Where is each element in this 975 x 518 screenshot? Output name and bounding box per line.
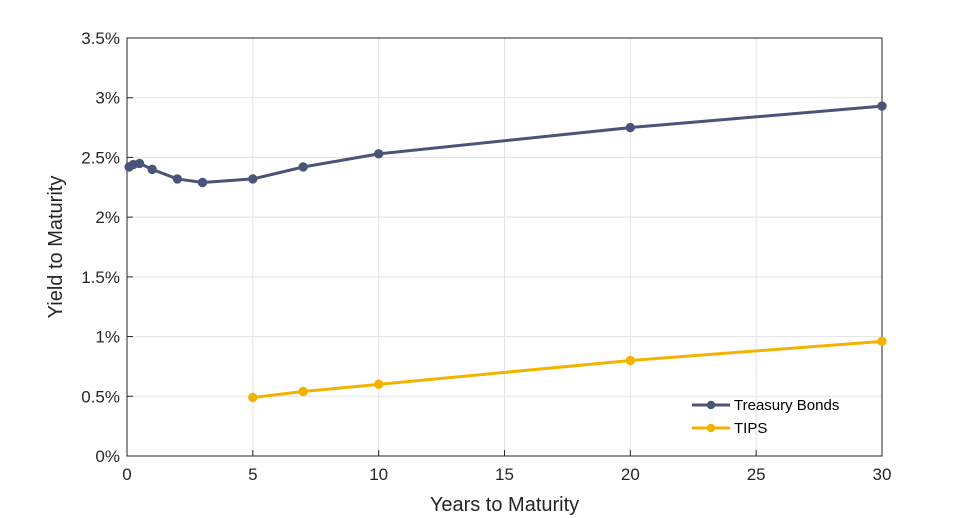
series-line bbox=[128, 104, 883, 185]
y-tick-label: 2.5% bbox=[81, 148, 120, 167]
data-point bbox=[197, 177, 208, 188]
data-point bbox=[172, 174, 183, 184]
data-point bbox=[373, 149, 384, 159]
y-axis-title: Yield to Maturity bbox=[45, 176, 67, 319]
y-tick-label: 0.5% bbox=[81, 387, 120, 406]
y-tick-label: 2% bbox=[95, 208, 120, 227]
x-tick-label: 30 bbox=[873, 465, 892, 484]
data-point bbox=[877, 101, 887, 111]
series-treasury-bonds bbox=[124, 101, 887, 188]
x-tick-label: 5 bbox=[248, 465, 257, 484]
legend: Treasury Bonds TIPS bbox=[692, 397, 839, 437]
data-point bbox=[248, 392, 258, 403]
y-tick-label: 3.5% bbox=[81, 29, 120, 48]
y-tick-label: 1.5% bbox=[81, 268, 120, 287]
x-axis-title: Years to Maturity bbox=[430, 494, 579, 516]
y-tick-label: 1% bbox=[95, 328, 120, 347]
y-axis-ticks: 0% 0.5% 1% 1.5% 2% 2.5% 3% 3.5% bbox=[81, 29, 133, 466]
series-line bbox=[252, 339, 883, 399]
legend-label: Treasury Bonds bbox=[734, 397, 839, 414]
y-tick-label: 0% bbox=[95, 447, 120, 466]
x-tick-label: 25 bbox=[747, 465, 766, 484]
legend-swatch-marker bbox=[706, 423, 716, 433]
data-point bbox=[625, 122, 636, 133]
series-tips bbox=[248, 336, 887, 403]
x-tick-label: 20 bbox=[621, 465, 640, 484]
grid bbox=[126, 37, 883, 457]
x-tick-label: 0 bbox=[122, 465, 131, 484]
legend-label: TIPS bbox=[734, 420, 767, 437]
series-layer bbox=[124, 101, 887, 403]
x-tick-label: 15 bbox=[495, 465, 514, 484]
data-point bbox=[298, 386, 308, 397]
data-point bbox=[373, 379, 384, 390]
data-point bbox=[298, 162, 308, 172]
data-point bbox=[147, 164, 157, 175]
x-tick-label: 10 bbox=[369, 465, 388, 484]
y-tick-label: 3% bbox=[95, 89, 120, 108]
data-point bbox=[134, 158, 145, 169]
legend-item: TIPS bbox=[692, 420, 767, 437]
legend-item: Treasury Bonds bbox=[692, 397, 839, 414]
data-point bbox=[625, 355, 636, 366]
data-point bbox=[248, 174, 258, 184]
legend-swatch-marker bbox=[706, 400, 716, 410]
x-axis-ticks: 0 5 10 15 20 25 30 bbox=[122, 450, 891, 484]
data-point bbox=[877, 336, 887, 347]
